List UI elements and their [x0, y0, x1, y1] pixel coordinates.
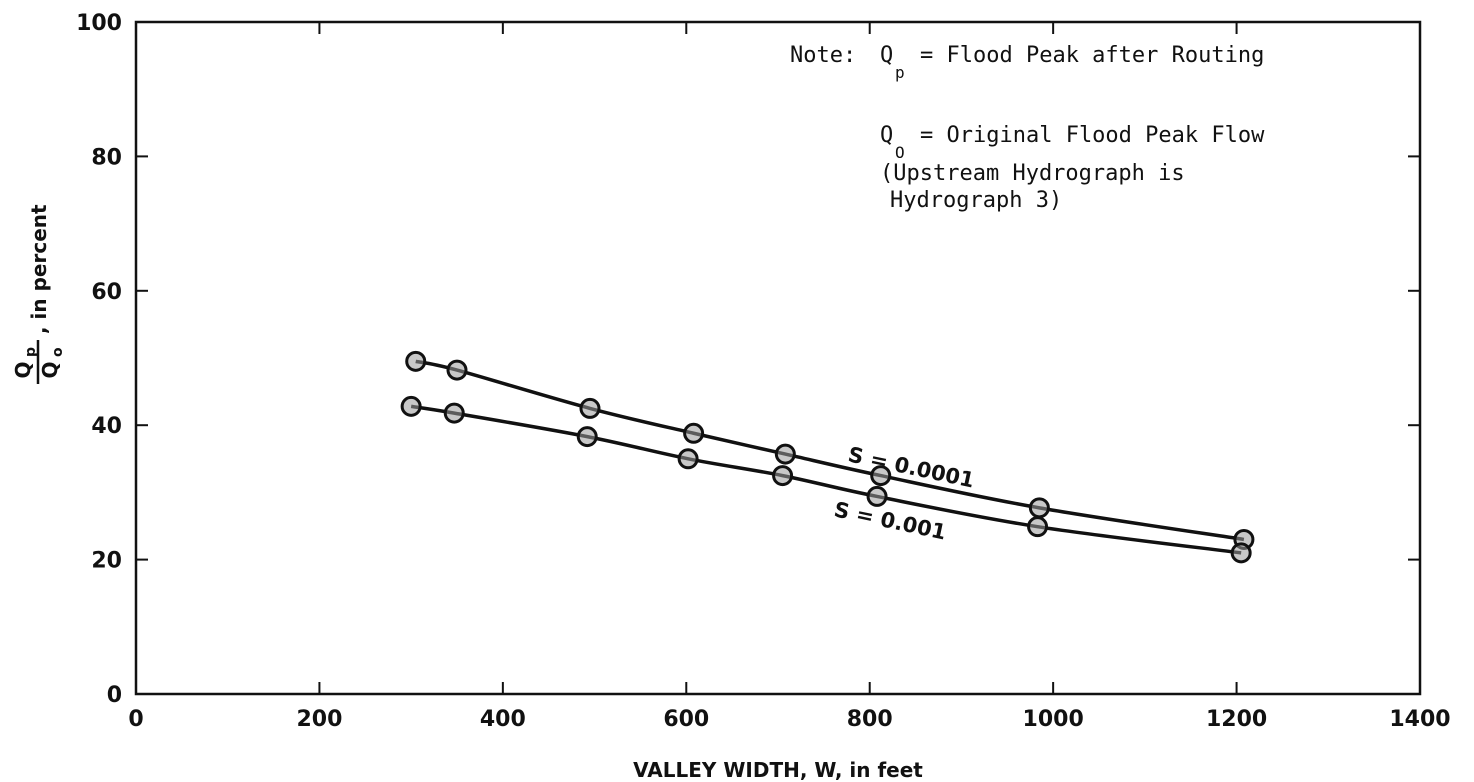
data-point	[679, 450, 697, 468]
y-tick-label: 0	[107, 683, 122, 708]
y-tick-label: 40	[91, 414, 122, 439]
data-point	[685, 424, 703, 442]
x-tick-label: 1200	[1206, 707, 1267, 732]
note-block: Note: Q p = Flood Peak after Routing Q O…	[790, 43, 1265, 213]
data-point	[581, 399, 599, 417]
data-point	[448, 361, 466, 379]
note-line2-symbol: Q	[880, 123, 893, 148]
y-axis-suffix: , in percent	[27, 204, 51, 334]
data-point	[1232, 544, 1250, 562]
x-tick-label: 1400	[1389, 707, 1450, 732]
note-line1-subscript: p	[895, 63, 905, 82]
data-point	[868, 487, 886, 505]
series-curves	[411, 361, 1244, 553]
x-tick-label: 200	[296, 707, 342, 732]
series-line-1	[416, 361, 1244, 539]
y-axis-numerator: Q	[11, 361, 35, 378]
data-point	[578, 428, 596, 446]
series-line-2	[411, 406, 1241, 552]
note-line1-symbol: Q	[880, 43, 893, 68]
note-line3: (Upstream Hydrograph is	[880, 161, 1185, 186]
note-line2-text: = Original Flood Peak Flow	[920, 123, 1265, 148]
x-tick-label: 600	[663, 707, 709, 732]
data-point	[445, 404, 463, 422]
series-markers	[402, 352, 1253, 562]
data-point	[407, 352, 425, 370]
y-axis-denominator: Q	[38, 361, 62, 378]
y-axis-denominator-sub: o	[50, 347, 66, 357]
y-tick-label: 60	[91, 280, 122, 305]
y-axis-numerator-sub: p	[23, 347, 39, 357]
data-point	[1030, 499, 1048, 517]
note-line1-text: = Flood Peak after Routing	[920, 43, 1264, 68]
y-tick-label: 100	[76, 11, 122, 36]
x-tick-label: 0	[128, 707, 143, 732]
curve-label-s-0.001: S = 0.001	[832, 497, 948, 544]
curve-label-s-0.0001: S = 0.0001	[846, 442, 977, 492]
note-line2-subscript: O	[895, 143, 905, 162]
y-tick-label: 20	[91, 549, 122, 574]
data-point	[1029, 518, 1047, 536]
note-line4: Hydrograph 3)	[890, 188, 1062, 213]
y-tick-labels: 0 20 40 60 80 100	[76, 11, 122, 708]
data-point	[774, 467, 792, 485]
x-axis-title: VALLEY WIDTH, W, in feet	[633, 758, 923, 782]
y-axis-title: Q p Q o , in percent	[11, 204, 66, 384]
data-point	[776, 445, 794, 463]
data-point	[402, 397, 420, 415]
x-tick-label: 800	[847, 707, 893, 732]
y-tick-label: 80	[91, 145, 122, 170]
note-prefix: Note:	[790, 43, 856, 68]
x-tick-label: 400	[480, 707, 526, 732]
x-tick-label: 1000	[1023, 707, 1084, 732]
x-tick-labels: 0 200 400 600 800 1000 1200 1400	[128, 707, 1450, 732]
